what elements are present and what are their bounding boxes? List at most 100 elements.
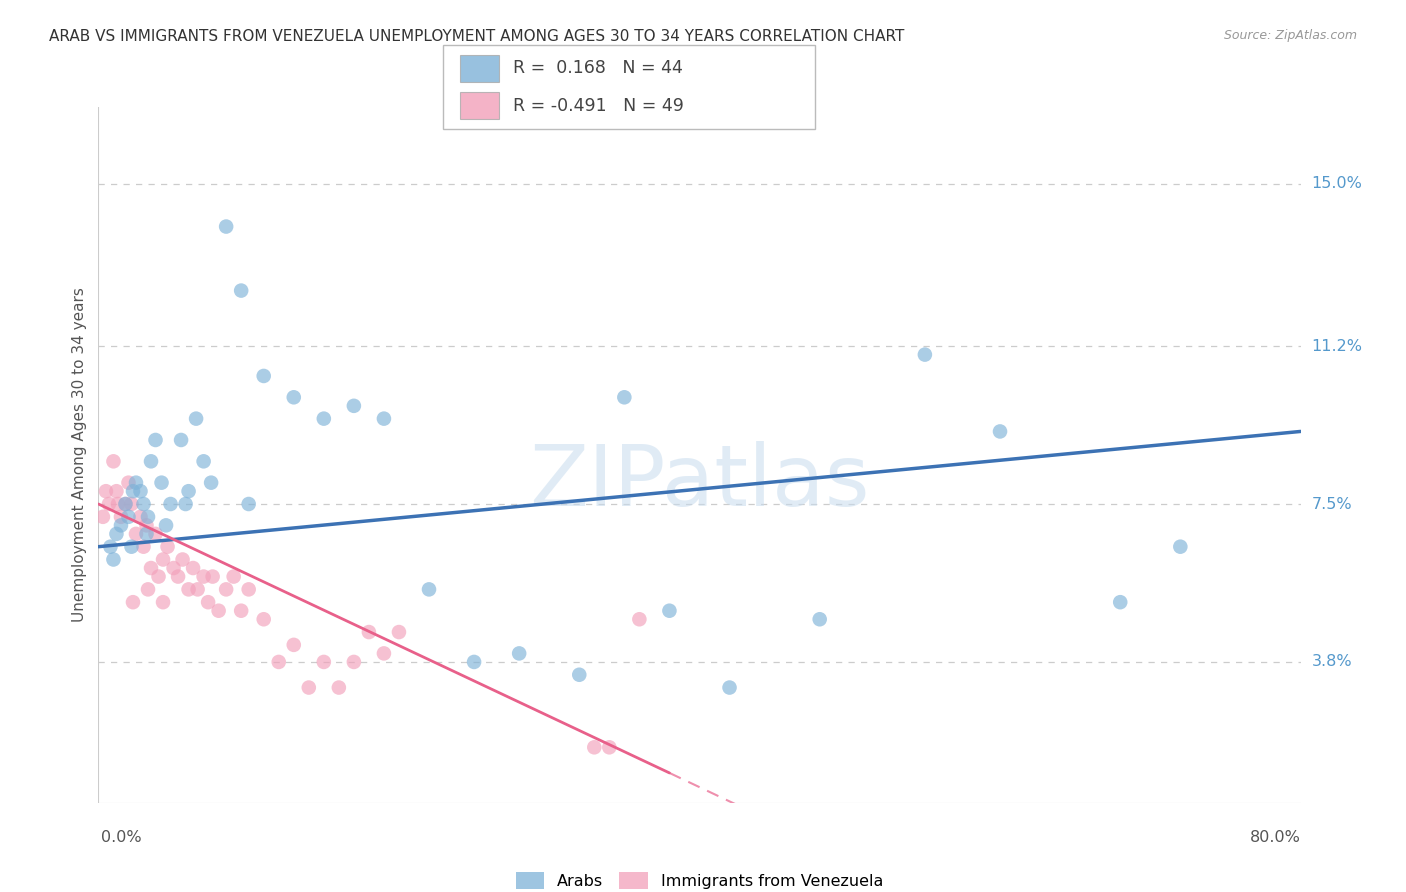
Point <box>200 475 222 490</box>
Point <box>105 527 128 541</box>
Text: R =  0.168   N = 44: R = 0.168 N = 44 <box>513 60 683 78</box>
Point <box>152 595 174 609</box>
Text: ARAB VS IMMIGRANTS FROM VENEZUELA UNEMPLOYMENT AMONG AGES 30 TO 34 YEARS CORRELA: ARAB VS IMMIGRANTS FROM VENEZUELA UNEMPL… <box>49 29 904 44</box>
Text: 80.0%: 80.0% <box>1250 830 1301 845</box>
Point <box>139 561 162 575</box>
Point <box>107 497 129 511</box>
Point <box>114 497 136 511</box>
Text: 11.2%: 11.2% <box>1312 339 1362 353</box>
Text: 15.0%: 15.0% <box>1312 177 1362 192</box>
Point <box>122 484 145 499</box>
Point <box>373 411 395 425</box>
Text: R = -0.491   N = 49: R = -0.491 N = 49 <box>513 96 685 114</box>
Point <box>103 552 125 566</box>
Point <box>117 509 139 524</box>
Point <box>139 454 162 468</box>
Point <box>110 509 132 524</box>
Point <box>197 595 219 609</box>
Point <box>159 497 181 511</box>
Point <box>222 569 245 583</box>
Point <box>152 552 174 566</box>
Point <box>283 638 305 652</box>
Point <box>914 348 936 362</box>
Point <box>103 454 125 468</box>
Point <box>132 540 155 554</box>
Point <box>129 509 152 524</box>
Point <box>135 518 157 533</box>
Point <box>598 740 620 755</box>
Point <box>114 497 136 511</box>
Point <box>568 667 591 681</box>
Point <box>215 219 238 234</box>
Point <box>231 284 253 298</box>
Point <box>508 647 530 661</box>
Point <box>187 582 209 597</box>
Point <box>463 655 485 669</box>
Point <box>150 475 173 490</box>
Point <box>373 647 395 661</box>
Point <box>1170 540 1192 554</box>
Point <box>155 518 177 533</box>
Point <box>312 655 335 669</box>
Point <box>162 561 184 575</box>
Point <box>105 484 128 499</box>
Point <box>208 604 231 618</box>
Point <box>418 582 440 597</box>
Point <box>628 612 651 626</box>
Point <box>125 475 148 490</box>
Point <box>312 411 335 425</box>
Text: 0.0%: 0.0% <box>101 830 142 845</box>
Point <box>583 740 606 755</box>
Point <box>136 582 159 597</box>
Point <box>718 681 741 695</box>
Text: 3.8%: 3.8% <box>1312 655 1353 669</box>
Point <box>808 612 831 626</box>
Point <box>238 582 260 597</box>
Point <box>193 454 215 468</box>
Text: ZIPatlas: ZIPatlas <box>529 442 870 524</box>
Point <box>148 569 170 583</box>
Point <box>267 655 290 669</box>
Point <box>132 497 155 511</box>
Point <box>658 604 681 618</box>
Point <box>156 540 179 554</box>
Point <box>110 518 132 533</box>
Point <box>253 368 276 383</box>
Point <box>215 582 238 597</box>
Point <box>117 475 139 490</box>
Point <box>167 569 190 583</box>
Point <box>1109 595 1132 609</box>
Point <box>283 390 305 404</box>
Point <box>174 497 197 511</box>
Point <box>121 540 143 554</box>
Point <box>343 399 366 413</box>
Point <box>193 569 215 583</box>
Text: 7.5%: 7.5% <box>1312 497 1353 511</box>
Point <box>253 612 276 626</box>
Point <box>121 497 143 511</box>
Point <box>136 509 159 524</box>
Point <box>988 425 1011 439</box>
Point <box>388 625 411 640</box>
Point <box>172 552 194 566</box>
Text: Source: ZipAtlas.com: Source: ZipAtlas.com <box>1223 29 1357 42</box>
Point <box>238 497 260 511</box>
Point <box>357 625 380 640</box>
Point <box>100 540 122 554</box>
Point <box>201 569 224 583</box>
Point <box>177 484 200 499</box>
Point <box>170 433 193 447</box>
Point <box>181 561 204 575</box>
Legend: Arabs, Immigrants from Venezuela: Arabs, Immigrants from Venezuela <box>516 872 883 888</box>
Y-axis label: Unemployment Among Ages 30 to 34 years: Unemployment Among Ages 30 to 34 years <box>72 287 87 623</box>
Point <box>125 527 148 541</box>
Point <box>177 582 200 597</box>
Point <box>613 390 636 404</box>
Point <box>231 604 253 618</box>
Point <box>328 681 350 695</box>
Point <box>298 681 321 695</box>
Point <box>145 527 167 541</box>
Point <box>91 509 114 524</box>
Point <box>122 595 145 609</box>
Point <box>129 484 152 499</box>
